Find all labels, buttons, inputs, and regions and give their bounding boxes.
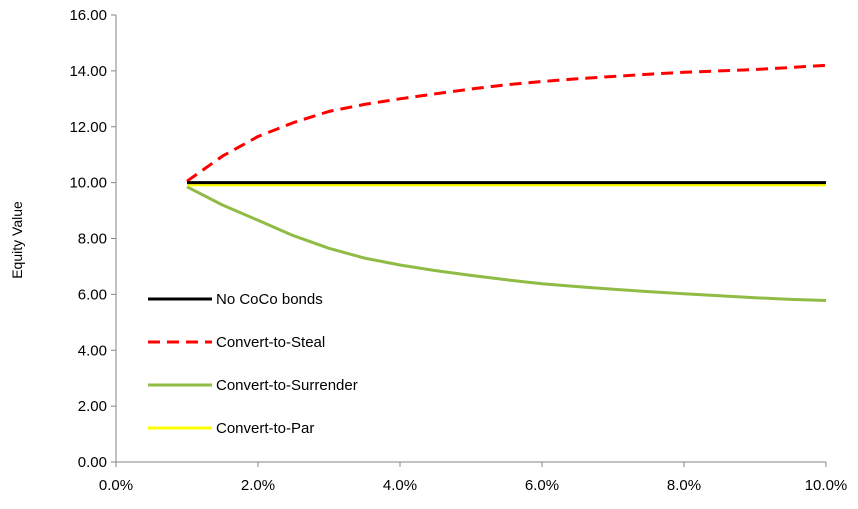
y-axis-ticks: 0.00 2.00 4.00 6.00 8.00 10.00 12.00 14.00 16.00 xyxy=(69,7,116,471)
legend-label: Convert-to-Steal xyxy=(216,334,325,351)
legend-label: Convert-to-Surrender xyxy=(216,377,358,394)
y-tick-label: 10.00 xyxy=(69,175,107,192)
y-tick-label: 6.00 xyxy=(78,286,107,303)
series-lines xyxy=(186,63,827,302)
y-axis-title: Equity Value xyxy=(9,201,25,279)
x-tick-label: 0.0% xyxy=(99,477,133,494)
x-tick-label: 6.0% xyxy=(525,477,559,494)
y-tick-label: 12.00 xyxy=(69,119,107,136)
x-tick-label: 10.0% xyxy=(805,477,848,494)
x-axis-ticks: 0.0% 2.0% 4.0% 6.0% 8.0% 10.0% xyxy=(99,462,847,494)
legend-label: Convert-to-Par xyxy=(216,420,314,437)
series-line-convert-to-surrender xyxy=(186,185,827,302)
legend-label: No CoCo bonds xyxy=(216,291,323,308)
y-tick-label: 2.00 xyxy=(78,398,107,415)
x-tick-label: 8.0% xyxy=(667,477,701,494)
y-tick-label: 4.00 xyxy=(78,342,107,359)
x-tick-label: 4.0% xyxy=(383,477,417,494)
legend: No CoCo bonds Convert-to-Steal Convert-to-… xyxy=(148,291,358,437)
y-tick-label: 8.00 xyxy=(78,231,107,248)
y-tick-label: 14.00 xyxy=(69,63,107,80)
y-tick-label: 16.00 xyxy=(69,7,107,24)
y-tick-label: 0.00 xyxy=(78,454,107,471)
series-line-convert-to-steal xyxy=(186,63,827,183)
x-tick-label: 2.0% xyxy=(241,477,275,494)
